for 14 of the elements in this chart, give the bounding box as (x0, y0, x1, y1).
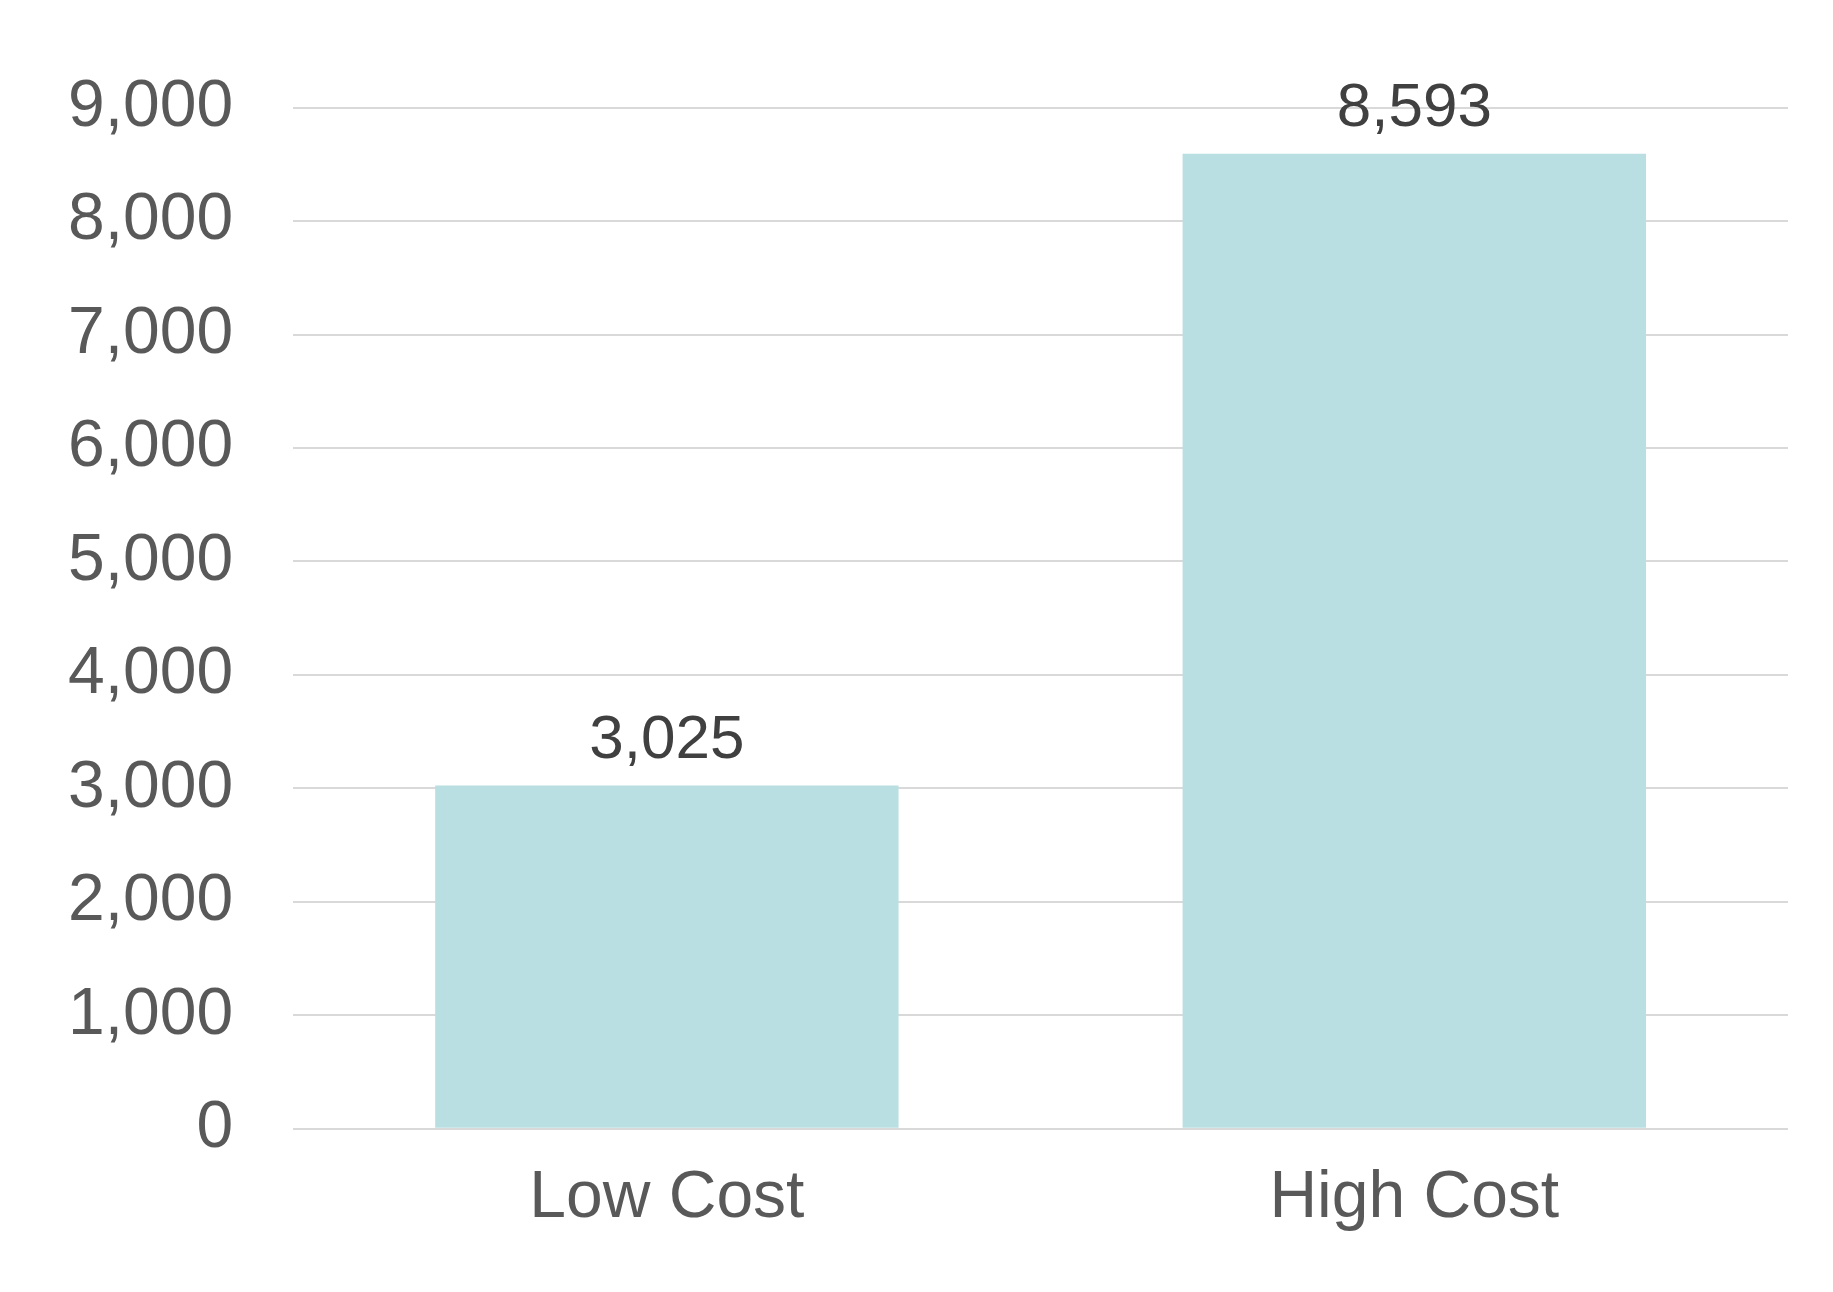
y-tick-label: 5,000 (67, 519, 234, 594)
y-tick-label: 4,000 (67, 633, 234, 708)
x-tick-label: Low Cost (529, 1156, 805, 1231)
y-tick-label: 6,000 (67, 406, 234, 481)
y-tick-label: 9,000 (67, 65, 234, 140)
data-label: 3,025 (589, 701, 745, 771)
x-tick-label: High Cost (1269, 1156, 1560, 1231)
y-tick-label: 0 (196, 1087, 234, 1161)
y-tick-label: 2,000 (67, 860, 234, 935)
y-tick-label: 7,000 (67, 292, 234, 367)
data-label: 8,593 (1336, 69, 1492, 139)
y-tick-label: 8,000 (67, 179, 234, 254)
y-tick-label: 1,000 (67, 973, 234, 1048)
y-tick-label: 3,000 (67, 746, 234, 821)
